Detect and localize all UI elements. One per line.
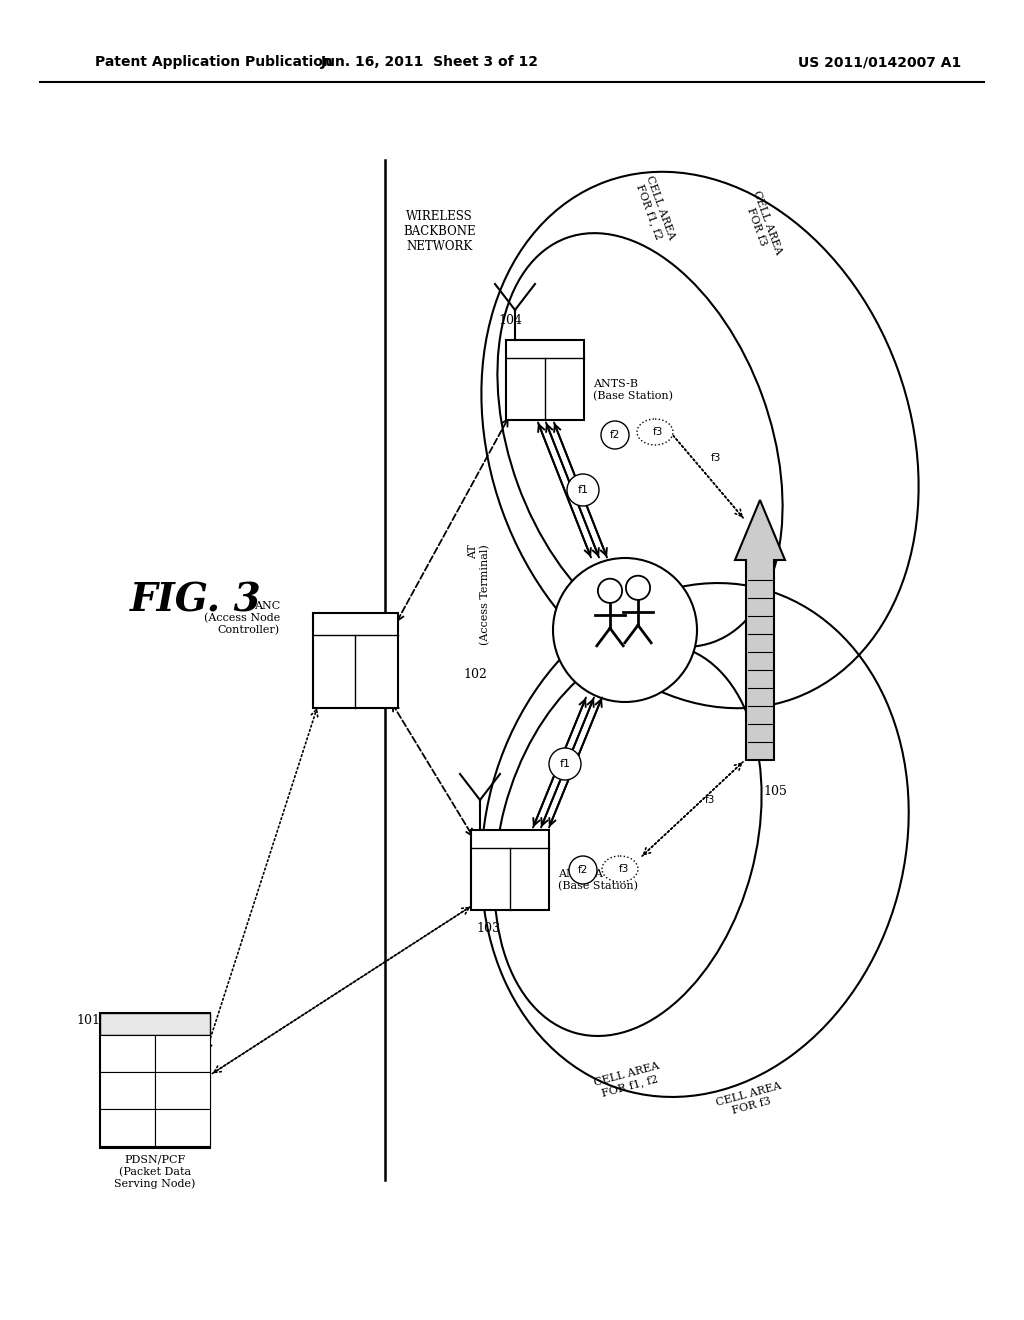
Text: f3: f3: [653, 426, 664, 437]
Text: f3: f3: [618, 865, 629, 874]
Circle shape: [626, 576, 650, 599]
Text: 102: 102: [463, 668, 487, 681]
Text: ANC
(Access Node
Controller): ANC (Access Node Controller): [204, 601, 280, 635]
Text: 103: 103: [476, 921, 500, 935]
Bar: [313, 612, 398, 708]
Text: CELL AREA
FOR f3: CELL AREA FOR f3: [740, 190, 783, 260]
Circle shape: [567, 474, 599, 506]
Circle shape: [601, 421, 629, 449]
Text: AT
(Access Terminal): AT (Access Terminal): [468, 545, 490, 645]
Bar: [506, 341, 584, 420]
Circle shape: [598, 578, 623, 603]
Bar: [155, 1035, 210, 1072]
Text: f1: f1: [559, 759, 570, 770]
Circle shape: [569, 855, 597, 884]
Text: 104: 104: [498, 314, 522, 326]
Bar: [100, 1072, 155, 1109]
Bar: [471, 830, 549, 909]
FancyArrow shape: [735, 500, 785, 760]
Text: CELL AREA
FOR f1, f2: CELL AREA FOR f1, f2: [593, 1061, 664, 1100]
Text: f2: f2: [610, 430, 621, 440]
Bar: [100, 1035, 155, 1072]
Text: CELL AREA
FOR f3: CELL AREA FOR f3: [715, 1081, 785, 1119]
Text: f2: f2: [578, 865, 588, 875]
Bar: [155, 1109, 210, 1146]
Text: f3: f3: [705, 795, 715, 805]
Text: ANTS-A
(Base Station): ANTS-A (Base Station): [558, 869, 638, 891]
Bar: [100, 1109, 155, 1146]
Text: CELL AREA
FOR f1, f2: CELL AREA FOR f1, f2: [634, 174, 677, 246]
Ellipse shape: [637, 418, 673, 445]
Circle shape: [549, 748, 581, 780]
Bar: [155, 1072, 210, 1109]
Text: f3: f3: [711, 453, 721, 463]
Text: Jun. 16, 2011  Sheet 3 of 12: Jun. 16, 2011 Sheet 3 of 12: [321, 55, 539, 69]
Text: 105: 105: [763, 785, 786, 799]
Text: 101: 101: [76, 1014, 100, 1027]
Ellipse shape: [602, 855, 638, 882]
Text: ANTS-B
(Base Station): ANTS-B (Base Station): [593, 379, 673, 401]
Bar: [100, 1012, 210, 1035]
Text: f1: f1: [578, 484, 589, 495]
Text: PDSN/PCF
(Packet Data
Serving Node): PDSN/PCF (Packet Data Serving Node): [115, 1155, 196, 1189]
Text: US 2011/0142007 A1: US 2011/0142007 A1: [799, 55, 962, 69]
Text: FIG. 3: FIG. 3: [130, 581, 261, 619]
Circle shape: [553, 558, 697, 702]
Text: Patent Application Publication: Patent Application Publication: [95, 55, 333, 69]
Bar: [100, 1012, 210, 1148]
Text: WIRELESS
BACKBONE
NETWORK: WIRELESS BACKBONE NETWORK: [403, 210, 475, 253]
